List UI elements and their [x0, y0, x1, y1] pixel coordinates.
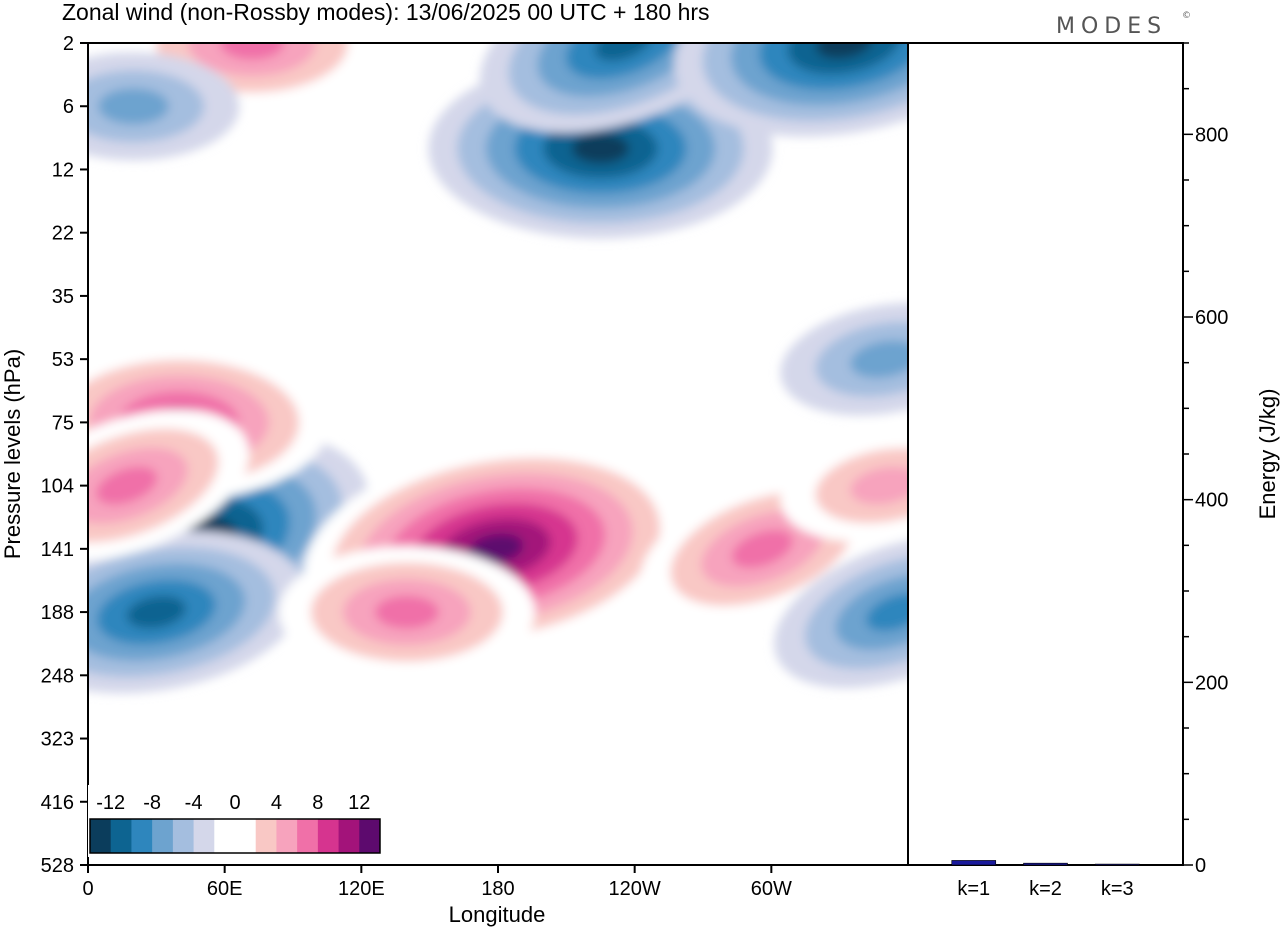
energy-x-axis: k=1 k=2 k=3 [957, 878, 1133, 900]
colorbar-swatch [90, 819, 112, 853]
energy-bar [951, 860, 997, 866]
colorbar-swatch [297, 819, 319, 853]
heatmap-feature-contour [850, 340, 908, 378]
heatmap-feature-contour [565, 43, 681, 79]
colorbar-swatch [338, 819, 360, 853]
colorbar-tick-label: 12 [348, 792, 370, 814]
colorbar-swatch [276, 819, 298, 853]
x-tick-label: 0 [82, 878, 93, 900]
heatmap-feature-contour [374, 595, 439, 629]
colorbar-tick-label: -4 [185, 792, 203, 814]
colorbar-swatch [255, 819, 277, 853]
heatmap-feature-contour [126, 595, 187, 629]
energy-tick-label: 0 [1195, 855, 1206, 877]
heatmap-y-axis: 2 6 12 22 35 53 75 104 141 188 248 323 416 528 [41, 33, 88, 877]
y-tick-label: 248 [41, 665, 74, 687]
colorbar-swatch [193, 819, 215, 853]
y-tick-label: 2 [63, 33, 74, 55]
colorbar-swatch [235, 819, 257, 853]
colorbar-swatch [131, 819, 153, 853]
heatmap-feature-contour [850, 466, 908, 505]
y-tick-label: 104 [41, 476, 74, 498]
energy-bars [951, 860, 1140, 866]
y-tick-label: 22 [52, 223, 74, 245]
colorbar-swatch [110, 819, 132, 853]
heatmap-plot [88, 43, 908, 694]
y-axis-title: Pressure levels (hPa) [0, 349, 25, 559]
x-tick-label: 120W [609, 878, 661, 900]
y-tick-label: 6 [63, 96, 74, 118]
colorbar-tick-label: -8 [143, 792, 161, 814]
energy-bar [1094, 863, 1140, 866]
heatmap-feature-contour [866, 593, 908, 632]
x-tick-label: 180 [481, 878, 514, 900]
x-axis-title: Longitude [449, 902, 546, 927]
x-tick-label: 60E [207, 878, 243, 900]
colorbar-tick-label: 4 [271, 792, 282, 814]
y-tick-label: 141 [41, 539, 74, 561]
energy-category-label: k=1 [957, 878, 990, 900]
heatmap-x-axis: 0 60E 120E 180 120W 60W [82, 865, 792, 900]
colorbar-swatch [317, 819, 340, 853]
colorbar-tick-label: -12 [96, 792, 125, 814]
heatmap-feature-contour [468, 533, 524, 564]
y-tick-label: 416 [41, 792, 74, 814]
energy-y-axis: 0 200 400 600 800 [1183, 42, 1228, 877]
colorbar-tick-label: 8 [312, 792, 323, 814]
colorbar-swatch [214, 819, 236, 853]
colorbar-swatch [359, 819, 381, 853]
energy-tick-label: 800 [1195, 124, 1228, 146]
y-tick-label: 12 [52, 159, 74, 181]
y-tick-label: 188 [41, 602, 74, 624]
colorbar: -12 -8 -4 0 4 8 12 [88, 785, 382, 857]
heatmap-feature-contour [571, 133, 630, 164]
energy-panel-frame [907, 42, 1184, 866]
x-tick-label: 60W [751, 878, 792, 900]
colorbar-frame [89, 818, 381, 854]
y-tick-label: 528 [41, 855, 74, 877]
heatmap-feature-contour [220, 43, 284, 60]
chart-title: Zonal wind (non-Rossby modes): 13/06/202… [62, 0, 710, 25]
energy-axis-title: Energy (J/kg) [1255, 389, 1280, 520]
energy-tick-label: 600 [1195, 307, 1228, 329]
energy-bar [1023, 862, 1068, 866]
colorbar-swatch [172, 819, 195, 853]
colorbar-swatch [152, 819, 174, 853]
y-tick-label: 75 [52, 412, 74, 434]
y-tick-label: 53 [52, 349, 74, 371]
x-tick-label: 120E [338, 878, 385, 900]
y-tick-label: 323 [41, 729, 74, 751]
energy-category-label: k=3 [1101, 878, 1134, 900]
heatmap-contours [88, 43, 908, 694]
heatmap-feature-contour [787, 43, 901, 75]
y-tick-label: 35 [52, 286, 74, 308]
brand-logo: MODES [1056, 14, 1167, 39]
brand-mark: © [1182, 11, 1191, 21]
energy-tick-label: 400 [1195, 490, 1228, 512]
heatmap-feature-contour [96, 466, 158, 505]
heatmap-feature-contour [731, 529, 793, 568]
colorbar-tick-label: 0 [229, 792, 240, 814]
heatmap-feature-contour [98, 88, 169, 125]
energy-category-label: k=2 [1029, 878, 1062, 900]
energy-tick-label: 200 [1195, 672, 1228, 694]
